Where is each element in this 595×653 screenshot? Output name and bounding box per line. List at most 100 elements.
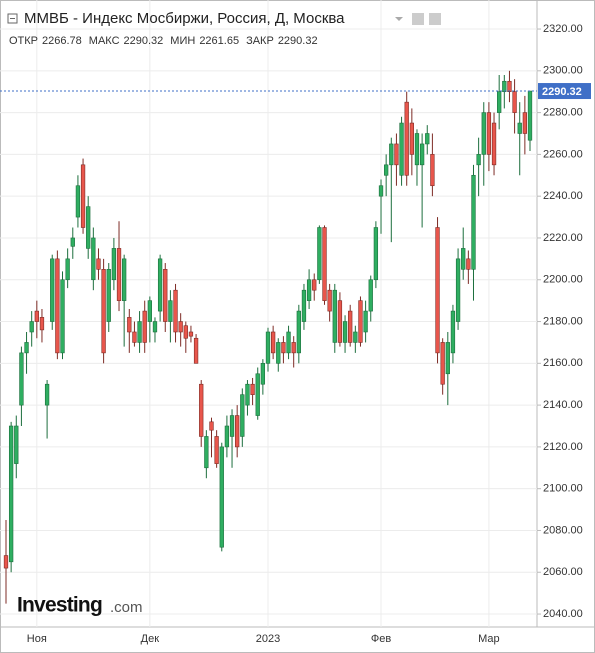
candle-body (250, 383, 255, 395)
x-tick-label: Дек (141, 633, 160, 645)
candle-body (255, 373, 260, 416)
candle-body (337, 300, 343, 343)
candle-body (163, 269, 168, 322)
candle-body (152, 321, 158, 333)
candle-body (445, 342, 450, 375)
candle-body (512, 91, 517, 113)
summary-value: 2266.78 (42, 35, 82, 47)
x-tick-label: Фев (371, 633, 391, 645)
candle-body (378, 185, 384, 197)
candle-body (60, 279, 65, 354)
candle-body (286, 331, 291, 354)
candle-body (39, 317, 45, 331)
candle-body (91, 237, 96, 281)
candle-body (240, 394, 245, 437)
summary-label: МИН (170, 35, 195, 47)
candle-body (106, 269, 111, 322)
candle-body (450, 310, 456, 354)
candle-body (137, 321, 142, 343)
y-tick-label: 2140.00 (543, 399, 583, 411)
candle-body (19, 352, 24, 406)
summary-label: ОТКР (9, 35, 38, 47)
candle-body (55, 258, 60, 354)
candle-body (265, 331, 271, 364)
candle-body (65, 258, 70, 281)
candle-body (199, 383, 204, 437)
candle-body (342, 321, 348, 343)
candle-body (440, 342, 445, 385)
candle-body (229, 415, 235, 437)
y-tick-label: 2100.00 (543, 483, 583, 495)
candle-body (491, 122, 497, 166)
x-tick-label: Мар (478, 633, 500, 645)
y-tick-label: 2260.00 (543, 148, 583, 160)
candle-body (270, 331, 276, 354)
y-tick-label: 2280.00 (543, 107, 583, 119)
y-tick-label: 2060.00 (543, 566, 583, 578)
candle-body (214, 436, 219, 464)
candle-body (332, 289, 337, 343)
y-tick-label: 2240.00 (543, 190, 583, 202)
candle-body (235, 415, 240, 448)
candle-body (384, 164, 389, 176)
candle-body (353, 331, 358, 343)
candle-body (507, 80, 512, 93)
candle-body (455, 258, 461, 322)
summary-value: 2290.32 (278, 35, 318, 47)
candle-body (502, 80, 507, 93)
y-tick-label: 2040.00 (543, 608, 583, 620)
y-tick-label: 2320.00 (543, 23, 583, 35)
candle-body (122, 258, 127, 301)
candle-body (517, 122, 522, 134)
candle-body (111, 248, 117, 281)
candle-body (368, 279, 373, 312)
y-tick-label: 2300.00 (543, 65, 583, 77)
candle-body (322, 227, 327, 301)
candle-body (527, 90, 533, 141)
candle-body (373, 227, 379, 281)
y-tick-label: 2080.00 (543, 524, 583, 536)
candle-body (481, 112, 486, 155)
candle-body (209, 421, 214, 431)
close-icon[interactable] (429, 13, 441, 25)
candle-body (245, 383, 250, 406)
y-tick-label: 2120.00 (543, 441, 583, 453)
dropdown-icon[interactable] (395, 17, 403, 21)
candle-body (50, 258, 55, 322)
candle-body (414, 133, 420, 166)
candle-body (86, 206, 91, 249)
summary-label: МАКС (89, 35, 120, 47)
candle-body (147, 300, 152, 322)
candle-body (497, 91, 502, 113)
candles (3, 70, 533, 604)
candle-body (317, 227, 322, 281)
candle-body (430, 154, 435, 187)
candle-body (101, 269, 106, 354)
candle-body (188, 331, 194, 337)
x-tick-label: Ноя (27, 633, 47, 645)
candle-body (224, 425, 230, 448)
candle-body (127, 317, 132, 333)
chart-title: ММВБ - Индекс Мосбиржи, Россия, Д, Москв… (24, 10, 345, 27)
candle-body (24, 342, 29, 354)
candle-body (34, 310, 39, 322)
candle-body (425, 133, 430, 145)
candle-body (306, 279, 312, 301)
candle-body (276, 342, 281, 364)
candle-body (461, 248, 466, 270)
candle-body (75, 185, 81, 218)
candle-body (219, 446, 224, 548)
summary-value: 2261.65 (199, 35, 239, 47)
candle-body (132, 331, 137, 343)
x-tick-label: 2023 (256, 633, 280, 645)
candle-body (394, 143, 399, 166)
candle-body (14, 425, 19, 464)
last-price-label: 2290.32 (542, 86, 582, 98)
candle-body (363, 310, 368, 333)
candle-body (389, 143, 394, 166)
candle-body (301, 289, 307, 322)
candle-body (348, 310, 353, 343)
candle-body (419, 143, 425, 166)
settings-icon[interactable] (412, 13, 424, 25)
